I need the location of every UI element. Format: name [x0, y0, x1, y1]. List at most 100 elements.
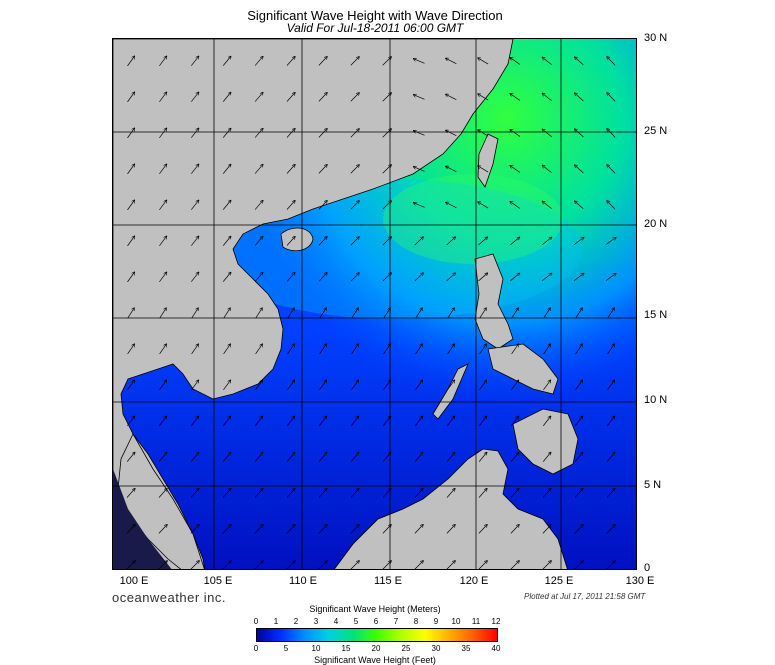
wave-arrow	[191, 92, 198, 102]
wave-arrow	[351, 344, 359, 355]
wave-arrow	[542, 273, 551, 282]
wave-arrow	[286, 273, 295, 282]
wave-arrow	[254, 561, 263, 569]
lon-label-105e: 105 E	[203, 575, 233, 587]
wave-arrow	[350, 488, 359, 498]
wave-arrow	[382, 57, 392, 66]
wave-arrow	[478, 130, 489, 137]
wave-arrow	[479, 344, 487, 355]
wave-arrow	[382, 201, 392, 210]
wave-arrow	[575, 416, 582, 426]
legend-tick: 25	[401, 644, 411, 653]
wave-arrow	[350, 57, 359, 66]
wave-arrow	[382, 237, 392, 246]
wave-arrow	[254, 525, 263, 534]
wave-arrow	[510, 525, 519, 534]
wave-arrow	[191, 272, 198, 282]
wave-arrow	[318, 93, 327, 102]
lon-label-125e: 125 E	[544, 575, 574, 587]
wave-arrow	[191, 344, 199, 355]
wave-arrow	[223, 308, 231, 319]
wave-arrow	[447, 344, 455, 355]
wave-arrow	[318, 165, 327, 174]
borneo	[333, 448, 568, 569]
wave-arrow	[542, 93, 552, 102]
wave-arrow	[478, 488, 487, 498]
wave-arrow	[191, 200, 198, 210]
wave-arrow	[286, 129, 295, 138]
wave-arrow	[446, 94, 457, 101]
wave-arrow	[606, 452, 615, 462]
wave-arrow	[127, 92, 134, 103]
wave-arrow	[478, 525, 487, 534]
wave-arrow	[607, 308, 615, 319]
mainland-asia	[113, 39, 514, 569]
wave-arrow	[159, 200, 166, 211]
wave-arrow	[222, 92, 231, 102]
wave-arrow	[351, 416, 358, 426]
wave-arrow	[287, 380, 294, 391]
wave-arrow	[382, 525, 391, 534]
wave-arrow	[286, 237, 295, 246]
wave-arrow	[510, 166, 521, 173]
wave-arrow	[415, 308, 423, 319]
wave-arrow	[127, 236, 134, 247]
wave-arrow	[318, 525, 327, 534]
wave-arrow	[190, 452, 199, 462]
legend-tick: 6	[373, 617, 379, 626]
wave-arrow	[574, 452, 583, 462]
legend-tick: 10	[451, 617, 461, 626]
wave-arrow	[255, 308, 263, 319]
wave-arrow	[574, 488, 583, 498]
legend-tick: 7	[393, 617, 399, 626]
wave-arrow	[607, 93, 616, 102]
wave-arrow	[350, 452, 359, 462]
legend-tick: 9	[433, 617, 439, 626]
wave-arrow	[350, 273, 359, 282]
wave-arrow	[382, 488, 391, 498]
legend-title-meters: Significant Wave Height (Meters)	[309, 604, 441, 614]
wave-arrow	[510, 237, 519, 246]
wave-arrow	[126, 452, 135, 462]
wave-arrow	[575, 165, 584, 174]
wave-arrow	[127, 164, 134, 175]
wave-arrow	[255, 416, 262, 426]
wave-arrow	[542, 237, 551, 246]
wave-arrow	[127, 56, 134, 67]
wave-arrow	[191, 56, 198, 66]
wave-arrow	[159, 164, 166, 175]
wave-arrow	[382, 93, 392, 102]
wave-arrow	[383, 344, 391, 355]
wave-arrow	[382, 129, 392, 138]
wave-arrow	[414, 273, 424, 282]
wave-arrow	[382, 165, 392, 174]
wave-arrow	[413, 203, 425, 208]
lat-label-15n: 15 N	[644, 309, 668, 321]
wave-arrow	[479, 308, 487, 319]
wave-arrow	[607, 380, 614, 391]
wave-arrow	[607, 416, 614, 426]
wave-arrow	[446, 561, 455, 569]
wave-arrow	[350, 129, 359, 138]
wave-arrow	[223, 380, 230, 391]
wave-arrow	[286, 452, 295, 462]
wave-arrow	[543, 380, 550, 391]
wave-arrow	[510, 452, 519, 462]
wave-band-luzon	[383, 174, 563, 264]
wave-arrow	[222, 164, 231, 174]
wave-arrow	[318, 452, 327, 462]
legend-tick: 5	[283, 644, 289, 653]
wave-arrow	[510, 58, 521, 65]
wave-arrow	[383, 416, 390, 426]
brand-logo: oceanweather inc.	[112, 590, 227, 605]
wave-map[interactable]	[112, 38, 637, 570]
legend-tick: 1	[273, 617, 279, 626]
lon-label-120e: 120 E	[459, 575, 489, 587]
lat-label-10n: 10 N	[644, 394, 668, 406]
wave-arrow	[318, 201, 327, 210]
wave-arrow	[190, 488, 199, 498]
wave-arrow	[511, 344, 519, 355]
wave-arrow	[126, 488, 135, 498]
legend-tick: 20	[371, 644, 381, 653]
map-title: Significant Wave Height with Wave Direct…	[247, 8, 503, 23]
